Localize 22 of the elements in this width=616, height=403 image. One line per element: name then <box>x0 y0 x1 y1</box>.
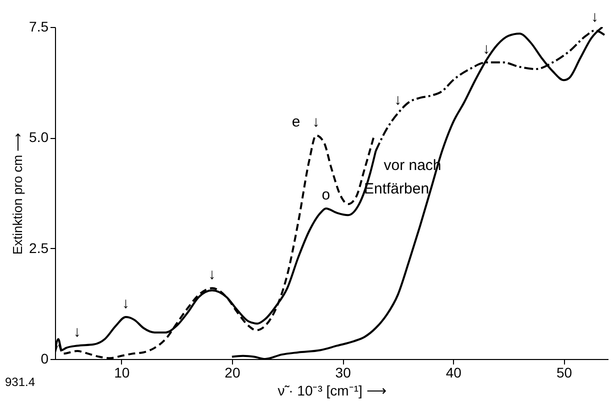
text: 931.4 <box>5 375 36 389</box>
annotation: Entfärben <box>364 180 430 198</box>
x-tick-label: 40 <box>446 364 462 380</box>
annotation: ↓ <box>122 294 130 312</box>
y-tick-label: 0 <box>40 350 49 366</box>
annotation: ↓ <box>482 40 490 58</box>
annotation: ↓ <box>312 113 320 130</box>
annotation: o <box>322 186 330 204</box>
x-tick-label: 20 <box>224 364 240 380</box>
y-axis-title: Extinktion pro cm ⟶ <box>10 132 26 255</box>
x-tick-label: 30 <box>335 364 352 380</box>
annotation: ↓ <box>394 91 402 108</box>
x-axis-title: ν̃ · 10⁻³ [cm⁻¹] ⟶ <box>278 382 386 398</box>
x-tick-label: 10 <box>114 364 130 380</box>
annotation: ↓ <box>73 324 81 341</box>
y-tick-label: 5.0 <box>29 129 49 146</box>
annotation: ↓ <box>208 266 216 284</box>
annotation: ↓ <box>590 8 598 26</box>
x-tick-label: 50 <box>556 364 572 380</box>
y-tick-label: 7.5 <box>29 18 49 34</box>
annotation: e <box>292 113 300 130</box>
y-tick-label: 2.5 <box>29 240 49 256</box>
